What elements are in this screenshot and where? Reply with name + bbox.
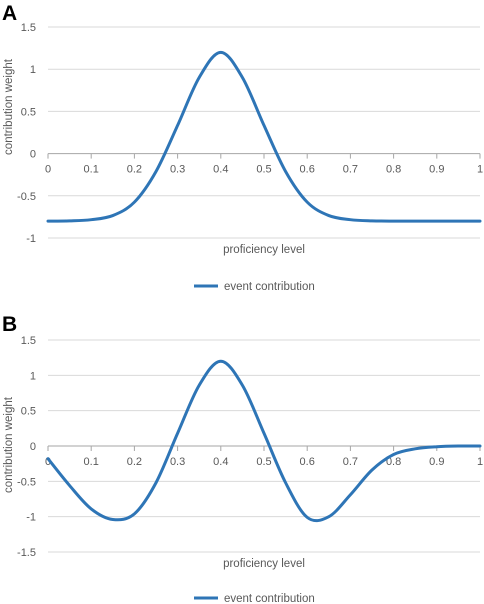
y-tick-label-b: 1 [30,370,36,382]
x-tick-label-b: 0.1 [84,456,99,468]
series-line-b-0 [46,359,482,523]
x-tick-label-a: 0.5 [256,164,271,176]
x-tick-label-b: 1 [477,456,483,468]
series-line-a-0 [46,50,482,223]
x-tick-label-b: 0.4 [213,456,228,468]
y-tick-label-a: -1 [26,233,36,245]
x-tick-label-a: 0.6 [300,164,315,176]
legend-b: event contribution [194,593,315,604]
x-tick-label-b: 0.2 [127,456,142,468]
x-tick-label-b: 0.7 [343,456,358,468]
y-tick-label-a: 0 [30,149,36,161]
legend-a: event contribution [194,281,315,293]
y-tick-label-a: -0.5 [17,191,36,203]
y-tick-label-a: 1.5 [21,22,36,34]
y-axis-title-a: contribution weight [3,58,15,155]
y-tick-label-b: 1.5 [21,335,36,347]
legend-label-a: event contribution [224,281,315,293]
chart-panel-b: B 1.5 1 0.5 0 -0.5 -1 -1.5 0 0.1 0.2 0.3 0.4 0.5 0.6… [2,313,483,604]
x-tick-label-a: 0.7 [343,164,358,176]
chart-panel-a: A 1.5 1 0.5 0 -0.5 -1 0 0.1 0.2 0.3 0.4 0.5 0.6 0.7 0… [2,2,483,293]
y-tick-label-b: -1.5 [17,547,36,559]
panel-letter-a: A [2,2,17,25]
y-tick-label-b: 0 [30,441,36,453]
x-axis-title-b: proficiency level [223,558,305,570]
x-tick-label-a: 0 [45,164,51,176]
y-tick-label-a: 1 [30,64,36,76]
x-tick-label-a: 0.3 [170,164,185,176]
y-tick-label-b: 0.5 [21,406,36,418]
legend-label-b: event contribution [224,593,315,604]
x-tick-label-a: 1 [477,164,483,176]
x-axis-title-a: proficiency level [223,244,305,256]
x-tick-label-b: 0.6 [300,456,315,468]
y-tick-label-a: 0.5 [21,106,36,118]
x-tick-label-a: 0.4 [213,164,228,176]
x-tick-label-b: 0 [45,456,51,468]
x-tick-label-b: 0.9 [429,456,444,468]
x-tick-label-b: 0.5 [256,456,271,468]
x-tick-label-a: 0.1 [84,164,99,176]
x-tick-label-a: 0.9 [429,164,444,176]
y-axis-title-b: contribution weight [3,396,15,493]
y-tick-label-b: -0.5 [17,476,36,488]
y-tick-label-b: -1 [26,512,36,524]
x-tick-label-a: 0.8 [386,164,401,176]
panel-letter-b: B [2,313,17,336]
x-tick-label-b: 0.3 [170,456,185,468]
x-tick-label-a: 0.2 [127,164,142,176]
x-tick-label-b: 0.8 [386,456,401,468]
